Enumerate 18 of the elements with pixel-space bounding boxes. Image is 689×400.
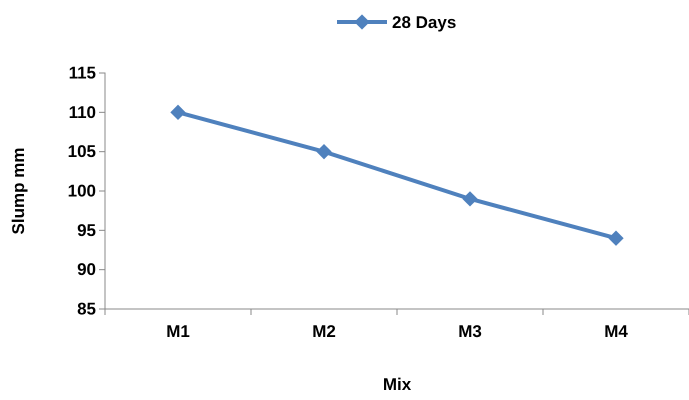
x-tick-label: M3	[458, 322, 482, 342]
point	[316, 144, 332, 160]
point	[462, 191, 478, 207]
legend-label: 28 Days	[392, 13, 456, 32]
x-tick-label: M1	[166, 322, 190, 342]
x-tick-label: M2	[312, 322, 336, 342]
y-tick-label: 90	[77, 260, 96, 280]
point	[170, 104, 186, 120]
point	[608, 230, 624, 246]
x-axis-title: Mix	[382, 375, 412, 394]
y-tick-label: 105	[68, 142, 96, 162]
y-tick-label: 110	[68, 102, 96, 122]
x-tick-label: M4	[604, 322, 628, 342]
y-tick-label: 100	[68, 181, 96, 200]
y-tick-label: 95	[77, 220, 96, 240]
y-tick-label: 85	[77, 299, 96, 318]
y-axis-title: Slump mm	[9, 148, 28, 234]
y-tick-label: 115	[68, 63, 96, 82]
